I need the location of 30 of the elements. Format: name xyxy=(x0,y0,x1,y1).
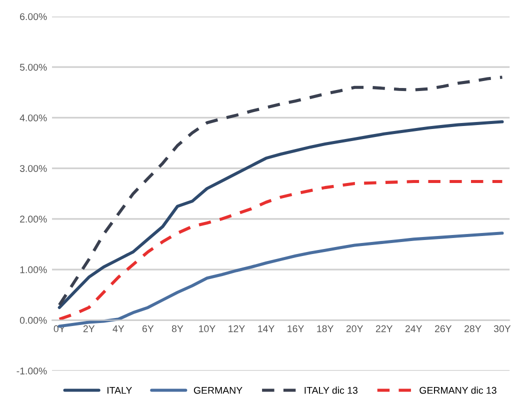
legend-label: ITALY dic 13 xyxy=(304,386,358,394)
y-tick-label: 3.00% xyxy=(20,165,47,172)
x-tick-label: 16Y xyxy=(288,325,304,332)
y-tick-label: 0.00% xyxy=(20,316,47,324)
x-tick-label: 14Y xyxy=(258,325,274,332)
y-tick-label: 4.00% xyxy=(20,114,47,122)
x-tick-label: 30Y xyxy=(494,325,511,332)
x-tick-label: 20Y xyxy=(346,325,364,332)
y-tick-label: 6.00% xyxy=(20,13,47,20)
y-tick-label: 5.00% xyxy=(20,64,47,71)
legend-label: GERMANY xyxy=(194,386,242,394)
x-tick-label: 6Y xyxy=(142,325,154,332)
x-tick-label: 28Y xyxy=(464,325,482,332)
x-tick-label: 18Y xyxy=(317,325,334,332)
x-tick-label: 4Y xyxy=(112,325,124,332)
x-tick-label: 8Y xyxy=(172,325,184,332)
y-tick-label: 2.00% xyxy=(20,216,47,223)
x-tick-label: 10Y xyxy=(199,325,216,332)
y-tick-label: -1.00% xyxy=(16,368,47,374)
x-tick-label: 24Y xyxy=(405,325,422,332)
line-series xyxy=(58,120,504,310)
x-tick-label: 22Y xyxy=(376,325,393,332)
line-series xyxy=(58,180,504,321)
x-tick-label: 12Y xyxy=(228,325,245,332)
legend-label: GERMANY dic 13 xyxy=(420,386,496,394)
legend-label: ITALY xyxy=(108,386,132,394)
line-series xyxy=(58,76,504,307)
x-tick-label: 26Y xyxy=(435,325,452,332)
x-tick-label: 2Y xyxy=(83,325,95,332)
y-tick-label: 1.00% xyxy=(20,266,47,274)
